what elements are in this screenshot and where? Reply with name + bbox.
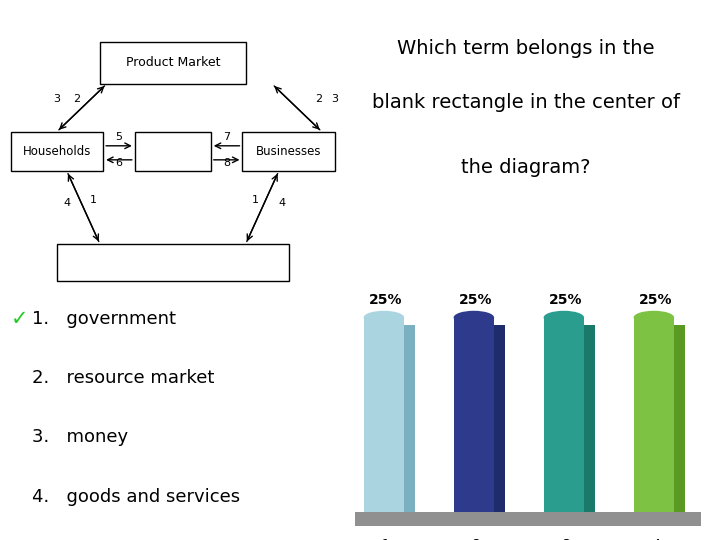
Text: 4: 4 [279,198,286,208]
Text: 25%: 25% [369,293,403,307]
Text: Businesses: Businesses [256,145,321,158]
Text: 2.   resource market: 2. resource market [32,369,215,387]
Bar [550,325,595,512]
Text: 2: 2 [315,94,322,104]
Bar [100,42,246,84]
Bar [640,325,685,512]
Bar [634,318,674,512]
Text: 1: 1 [252,195,259,205]
Text: 7: 7 [223,132,230,142]
Bar [11,132,103,171]
Text: 8: 8 [223,158,230,168]
Text: 5: 5 [115,132,122,142]
Bar [364,318,404,512]
Text: Households: Households [23,145,91,158]
Bar [454,318,494,512]
Text: 1: 1 [90,195,96,205]
Ellipse shape [634,310,674,325]
Text: 25%: 25% [459,293,493,307]
Text: 4: 4 [63,198,71,208]
Text: Product Market: Product Market [125,57,220,70]
Text: 4.   goods and services: 4. goods and services [32,488,240,506]
Text: 3: 3 [332,94,338,104]
Text: Which term belongs in the: Which term belongs in the [397,39,654,58]
Text: ✓: ✓ [11,308,28,329]
Bar [243,132,335,171]
Bar [354,512,701,526]
Text: 25%: 25% [639,293,673,307]
Bar [57,244,289,281]
Text: blank rectangle in the center of: blank rectangle in the center of [372,93,680,112]
Bar [135,132,211,171]
Bar [460,325,505,512]
Text: 6: 6 [115,158,122,168]
Text: 3.   money: 3. money [32,428,129,447]
Bar [370,325,415,512]
Text: the diagram?: the diagram? [461,158,590,177]
Bar [544,318,584,512]
Text: 3: 3 [53,94,60,104]
Text: 2: 2 [73,94,81,104]
Text: 1.   government: 1. government [32,309,176,328]
Text: 25%: 25% [549,293,583,307]
Ellipse shape [544,310,584,325]
Ellipse shape [364,310,404,325]
Ellipse shape [454,310,494,325]
